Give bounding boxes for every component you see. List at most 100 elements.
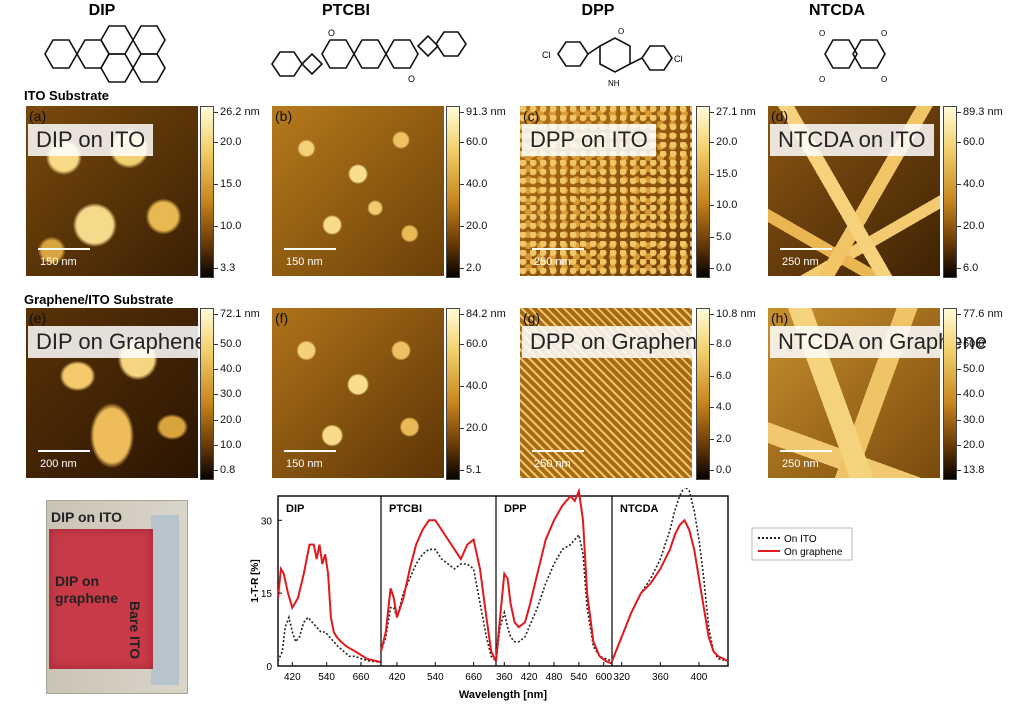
scale-bar bbox=[38, 248, 90, 250]
svg-text:NH: NH bbox=[608, 79, 620, 88]
color-scale-tick: 40.0 bbox=[213, 363, 242, 376]
scale-bar-label: 150 nm bbox=[40, 256, 77, 268]
color-scale-tick: 20.0 bbox=[459, 220, 488, 232]
section-label-ito: ITO Substrate bbox=[24, 88, 110, 103]
color-scale-tick: 40.0 bbox=[956, 388, 985, 401]
series-line-on-ito bbox=[495, 533, 613, 662]
graphene-film bbox=[49, 529, 153, 669]
color-scale-tick: 20.0 bbox=[709, 136, 738, 148]
x-tick-label: 600 bbox=[595, 672, 612, 683]
color-scale-tick: 6.0 bbox=[709, 369, 732, 382]
color-scale-tick: 3.3 bbox=[213, 262, 236, 274]
color-scale-tick: 40.0 bbox=[459, 380, 488, 392]
color-scale-tick: 0.0 bbox=[709, 262, 732, 274]
sample-photo: DIP on ITO DIP on graphene Bare ITO bbox=[46, 500, 188, 694]
scale-bar bbox=[780, 248, 832, 250]
color-scale-bar bbox=[696, 106, 710, 278]
panel-letter: (d) bbox=[771, 108, 789, 124]
dip-structure-icon bbox=[44, 25, 166, 83]
color-scale-tick: 15.0 bbox=[213, 178, 242, 190]
color-scale-tick: 40.0 bbox=[956, 178, 985, 190]
panel-letter: (e) bbox=[29, 310, 47, 326]
color-scale-bar bbox=[446, 106, 460, 278]
subplot-label: NTCDA bbox=[620, 503, 659, 515]
svg-text:Cl: Cl bbox=[542, 50, 551, 60]
color-scale-tick: 6.0 bbox=[956, 262, 979, 274]
color-scale-tick: 10.0 bbox=[213, 220, 242, 232]
subplot-label: PTCBI bbox=[389, 503, 422, 515]
svg-text:O: O bbox=[881, 75, 887, 84]
color-scale-tick: 8.0 bbox=[709, 338, 732, 350]
color-scale-tick: 5.0 bbox=[709, 230, 732, 243]
color-scale-tick: 50.0 bbox=[956, 363, 985, 376]
color-scale-max: 27.1 nm bbox=[710, 106, 756, 118]
scale-bar-label: 250 nm bbox=[534, 458, 571, 470]
bare-ito-strip bbox=[151, 515, 179, 685]
color-scale-bar bbox=[200, 308, 214, 480]
x-tick-label: 480 bbox=[546, 672, 563, 683]
color-scale-max: 10.8 nm bbox=[710, 308, 756, 320]
x-tick-label: 660 bbox=[353, 672, 370, 683]
series-line-on-ito bbox=[277, 614, 382, 663]
color-scale-tick: 13.8 bbox=[956, 464, 985, 476]
color-scale-tick: 30.0 bbox=[213, 388, 242, 401]
color-scale-tick: 10.0 bbox=[709, 199, 738, 211]
svg-text:O: O bbox=[328, 28, 335, 38]
legend-box bbox=[751, 527, 853, 561]
color-scale-tick: 15.0 bbox=[709, 167, 738, 180]
color-scale-tick: 20.0 bbox=[459, 422, 488, 434]
scale-bar-label: 200 nm bbox=[40, 458, 77, 470]
color-scale-bar bbox=[943, 106, 957, 278]
color-scale-tick: 5.1 bbox=[459, 464, 482, 476]
panel-letter: (b) bbox=[275, 108, 293, 124]
panel-letter: (c) bbox=[523, 108, 540, 124]
x-tick-label: 360 bbox=[652, 672, 669, 683]
legend-label: On graphene bbox=[784, 547, 843, 558]
color-scale-tick: 20.0 bbox=[213, 136, 242, 148]
x-tick-label: 420 bbox=[284, 672, 301, 683]
x-tick-label: 420 bbox=[389, 672, 406, 683]
panel-overlay-label: NTCDA on Graphene bbox=[770, 326, 996, 358]
y-tick-label: 15 bbox=[261, 589, 273, 600]
scale-bar-label: 250 nm bbox=[534, 256, 571, 268]
color-scale-tick: 2.0 bbox=[709, 432, 732, 445]
panel-letter: (a) bbox=[29, 108, 47, 124]
series-line-on-graphene bbox=[380, 519, 497, 662]
photo-label-bare-ito: Bare ITO bbox=[127, 601, 143, 660]
color-scale-tick: 0.0 bbox=[709, 464, 732, 476]
color-scale-max: 72.1 nm bbox=[214, 308, 260, 320]
color-scale-tick: 0.8 bbox=[213, 464, 236, 476]
section-label-graphene: Graphene/ITO Substrate bbox=[24, 292, 174, 307]
color-scale-tick: 40.0 bbox=[459, 178, 488, 190]
x-tick-label: 660 bbox=[465, 672, 482, 683]
molecule-title-dip: DIP bbox=[88, 2, 116, 19]
color-scale-tick: 10.0 bbox=[213, 438, 242, 451]
color-scale-max: 77.6 nm bbox=[957, 308, 1003, 320]
color-scale-max: 91.3 nm bbox=[460, 106, 506, 118]
legend-label: On ITO bbox=[784, 534, 817, 545]
photo-label-dip-on-graphene: DIP on graphene bbox=[55, 573, 119, 606]
series-line-on-graphene bbox=[495, 488, 613, 665]
color-scale-tick: 20.0 bbox=[956, 438, 985, 451]
scale-bar-label: 250 nm bbox=[782, 256, 819, 268]
svg-text:O: O bbox=[819, 29, 825, 38]
series-line-on-ito bbox=[611, 488, 729, 662]
panel-overlay-label: DIP on ITO bbox=[28, 124, 154, 156]
x-tick-label: 320 bbox=[613, 672, 630, 683]
color-scale-tick: 60.0 bbox=[956, 136, 985, 148]
scale-bar-label: 150 nm bbox=[286, 458, 323, 470]
color-scale-tick: 30.0 bbox=[956, 413, 985, 426]
color-scale-tick: 60.0 bbox=[459, 338, 488, 350]
ptcbi-structure-icon: O O bbox=[271, 28, 467, 84]
svg-text:O: O bbox=[618, 27, 624, 36]
panel-letter: (h) bbox=[771, 310, 789, 326]
svg-text:O: O bbox=[408, 74, 415, 84]
color-scale-tick: 20.0 bbox=[956, 220, 985, 232]
x-tick-label: 420 bbox=[521, 672, 538, 683]
svg-text:O: O bbox=[819, 75, 825, 84]
series-line-on-graphene bbox=[277, 543, 382, 664]
color-scale-tick: 60.0 bbox=[459, 136, 488, 148]
absorption-chart: DIP 420 540 660 PTCBI 420 540 660 DPP 360 420 480 54… bbox=[250, 488, 853, 701]
svg-text:O: O bbox=[881, 29, 887, 38]
color-scale-tick: 50.0 bbox=[213, 338, 242, 350]
